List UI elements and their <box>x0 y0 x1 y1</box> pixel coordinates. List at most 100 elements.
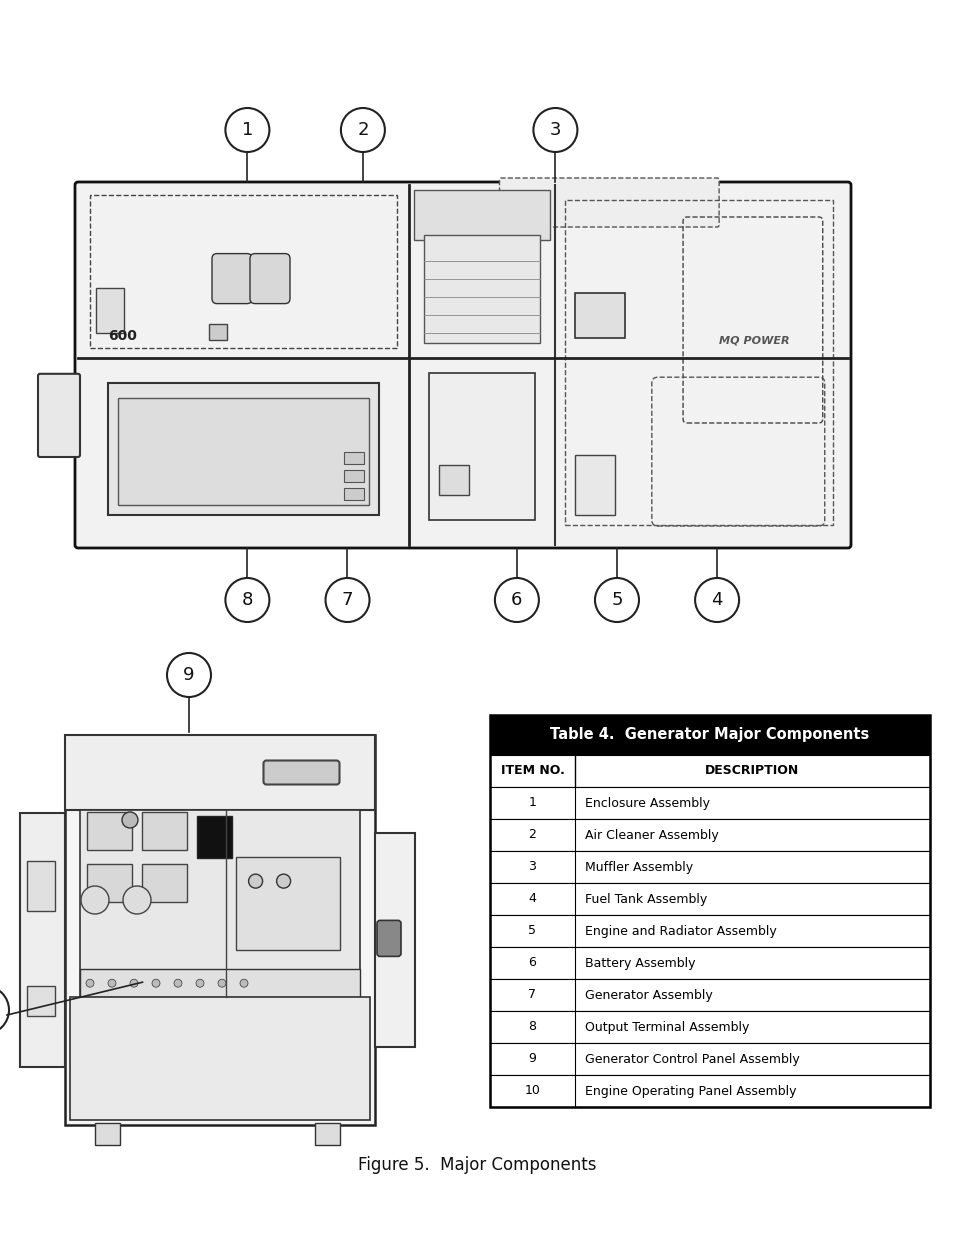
Text: DCA-600SSV  — MAJOR COMPONENTS: DCA-600SSV — MAJOR COMPONENTS <box>446 17 915 37</box>
Bar <box>108 383 378 515</box>
Text: Fuel Tank Assembly: Fuel Tank Assembly <box>584 893 706 905</box>
Circle shape <box>86 979 94 987</box>
Text: Table 4.  Generator Major Components: Table 4. Generator Major Components <box>550 727 869 742</box>
Bar <box>87 811 132 850</box>
Circle shape <box>0 986 9 1034</box>
Circle shape <box>325 578 369 622</box>
Text: 600: 600 <box>108 329 136 343</box>
Text: 3: 3 <box>549 121 560 140</box>
Bar <box>429 373 535 520</box>
Bar <box>65 735 375 810</box>
Circle shape <box>152 979 160 987</box>
Circle shape <box>276 874 291 888</box>
Circle shape <box>225 107 269 152</box>
Bar <box>490 787 929 819</box>
Bar <box>490 1011 929 1044</box>
Bar <box>27 861 55 910</box>
Bar <box>575 293 625 338</box>
Bar <box>344 488 364 500</box>
Bar <box>70 997 370 1120</box>
Text: 9: 9 <box>528 1052 536 1066</box>
Text: 3: 3 <box>528 861 536 873</box>
Bar <box>235 857 339 951</box>
Text: 5: 5 <box>528 925 536 937</box>
Text: Generator Assembly: Generator Assembly <box>584 988 712 1002</box>
Circle shape <box>81 885 109 914</box>
Text: DESCRIPTION: DESCRIPTION <box>704 764 799 778</box>
Bar <box>490 851 929 883</box>
Text: Battery Assembly: Battery Assembly <box>584 956 695 969</box>
Text: 6: 6 <box>511 592 522 609</box>
Bar <box>344 452 364 464</box>
Bar <box>490 819 929 851</box>
Text: 2: 2 <box>356 121 368 140</box>
FancyBboxPatch shape <box>263 761 339 784</box>
Bar <box>490 883 929 915</box>
Bar <box>80 969 359 997</box>
Bar <box>490 715 929 1107</box>
Circle shape <box>173 979 182 987</box>
Text: Figure 5.  Major Components: Figure 5. Major Components <box>357 1156 596 1174</box>
Circle shape <box>695 578 739 622</box>
FancyBboxPatch shape <box>499 178 719 227</box>
Text: 7: 7 <box>528 988 536 1002</box>
Text: Engine Operating Panel Assembly: Engine Operating Panel Assembly <box>584 1084 796 1098</box>
Text: MQ POWER: MQ POWER <box>719 336 789 346</box>
Circle shape <box>167 653 211 697</box>
Bar <box>196 816 232 858</box>
Text: Engine and Radiator Assembly: Engine and Radiator Assembly <box>584 925 776 937</box>
Circle shape <box>249 874 262 888</box>
Text: 6: 6 <box>528 956 536 969</box>
Text: 1: 1 <box>528 797 536 809</box>
Bar <box>87 864 132 902</box>
Circle shape <box>130 979 138 987</box>
Bar <box>565 200 832 525</box>
Text: ITEM NO.: ITEM NO. <box>500 764 564 778</box>
Circle shape <box>340 107 384 152</box>
Text: Enclosure Assembly: Enclosure Assembly <box>584 797 709 809</box>
Circle shape <box>225 578 269 622</box>
Bar <box>490 1074 929 1107</box>
Text: 10: 10 <box>524 1084 539 1098</box>
Circle shape <box>595 578 639 622</box>
Circle shape <box>108 979 116 987</box>
Text: Air Cleaner Assembly: Air Cleaner Assembly <box>584 829 718 841</box>
Text: 9: 9 <box>183 666 194 684</box>
Text: 8: 8 <box>241 592 253 609</box>
Bar <box>90 195 396 348</box>
Text: 4: 4 <box>711 592 722 609</box>
Bar <box>142 864 187 902</box>
Circle shape <box>123 885 151 914</box>
Text: Generator Control Panel Assembly: Generator Control Panel Assembly <box>584 1052 799 1066</box>
Bar <box>424 235 539 343</box>
Text: DCA-600SSV — OPERATION AND PARTS MANUAL — REV. #0  (07/13/09) — PAGE 21: DCA-600SSV — OPERATION AND PARTS MANUAL … <box>190 1203 763 1216</box>
Bar <box>142 811 187 850</box>
Bar <box>375 832 415 1047</box>
FancyBboxPatch shape <box>75 182 850 548</box>
Bar <box>344 471 364 482</box>
Circle shape <box>122 811 138 827</box>
Bar <box>575 454 615 515</box>
FancyBboxPatch shape <box>250 253 290 304</box>
Circle shape <box>533 107 577 152</box>
Bar <box>414 190 550 240</box>
Text: 4: 4 <box>528 893 536 905</box>
FancyBboxPatch shape <box>212 253 252 304</box>
Text: Muffler Assembly: Muffler Assembly <box>584 861 693 873</box>
Bar <box>95 1123 120 1145</box>
Bar <box>490 1044 929 1074</box>
Bar <box>490 979 929 1011</box>
Bar <box>96 288 124 332</box>
Text: 7: 7 <box>341 592 353 609</box>
Text: 1: 1 <box>241 121 253 140</box>
Circle shape <box>218 979 226 987</box>
Bar <box>118 398 369 505</box>
Bar <box>490 947 929 979</box>
Bar <box>27 986 55 1016</box>
Bar <box>314 1123 339 1145</box>
Text: 2: 2 <box>528 829 536 841</box>
Bar <box>438 466 469 495</box>
Text: 5: 5 <box>611 592 622 609</box>
Bar <box>20 813 65 1067</box>
Bar <box>490 715 929 755</box>
